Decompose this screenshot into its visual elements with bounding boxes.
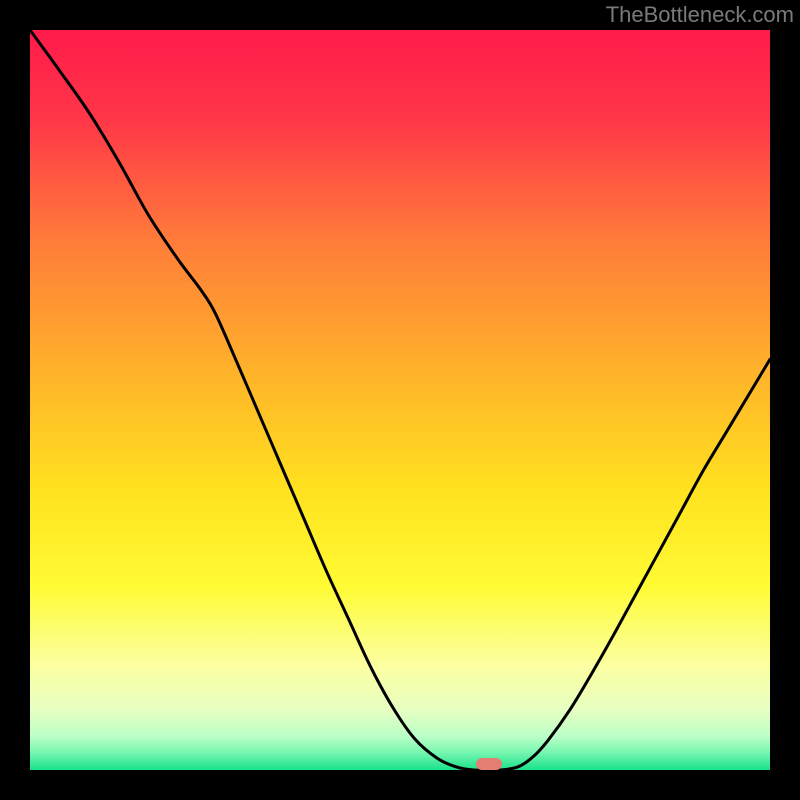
bottleneck-curve-path [30, 30, 770, 770]
plot-area [30, 30, 770, 770]
optimum-marker [476, 758, 502, 770]
watermark-text: TheBottleneck.com [606, 2, 794, 28]
bottleneck-curve [30, 30, 770, 770]
